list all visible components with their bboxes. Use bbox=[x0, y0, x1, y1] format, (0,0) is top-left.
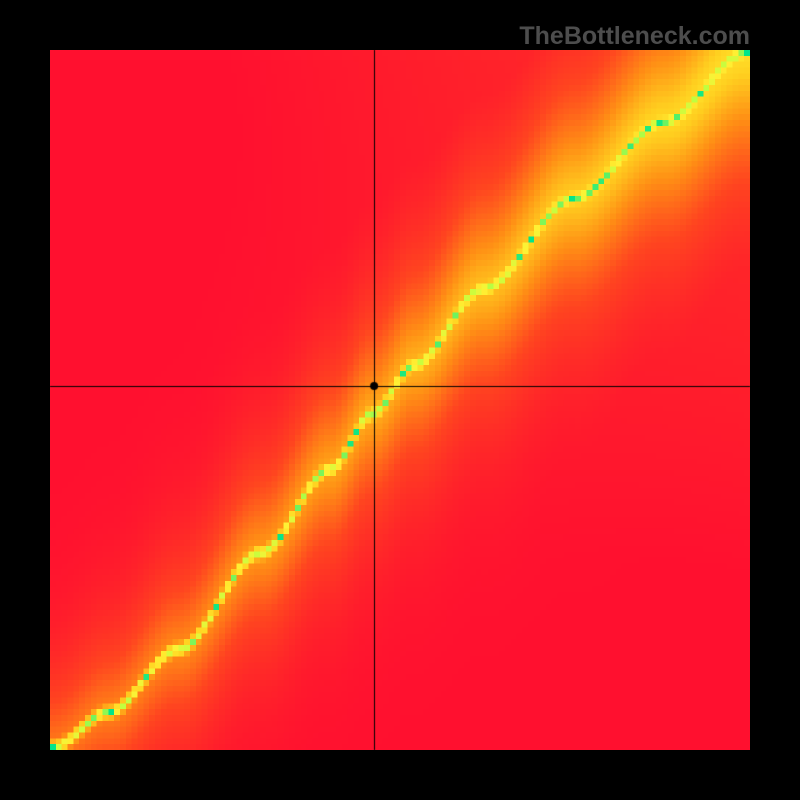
watermark-text: TheBottleneck.com bbox=[519, 22, 750, 51]
overlay-canvas bbox=[0, 0, 800, 800]
chart-container: TheBottleneck.com bbox=[0, 0, 800, 800]
